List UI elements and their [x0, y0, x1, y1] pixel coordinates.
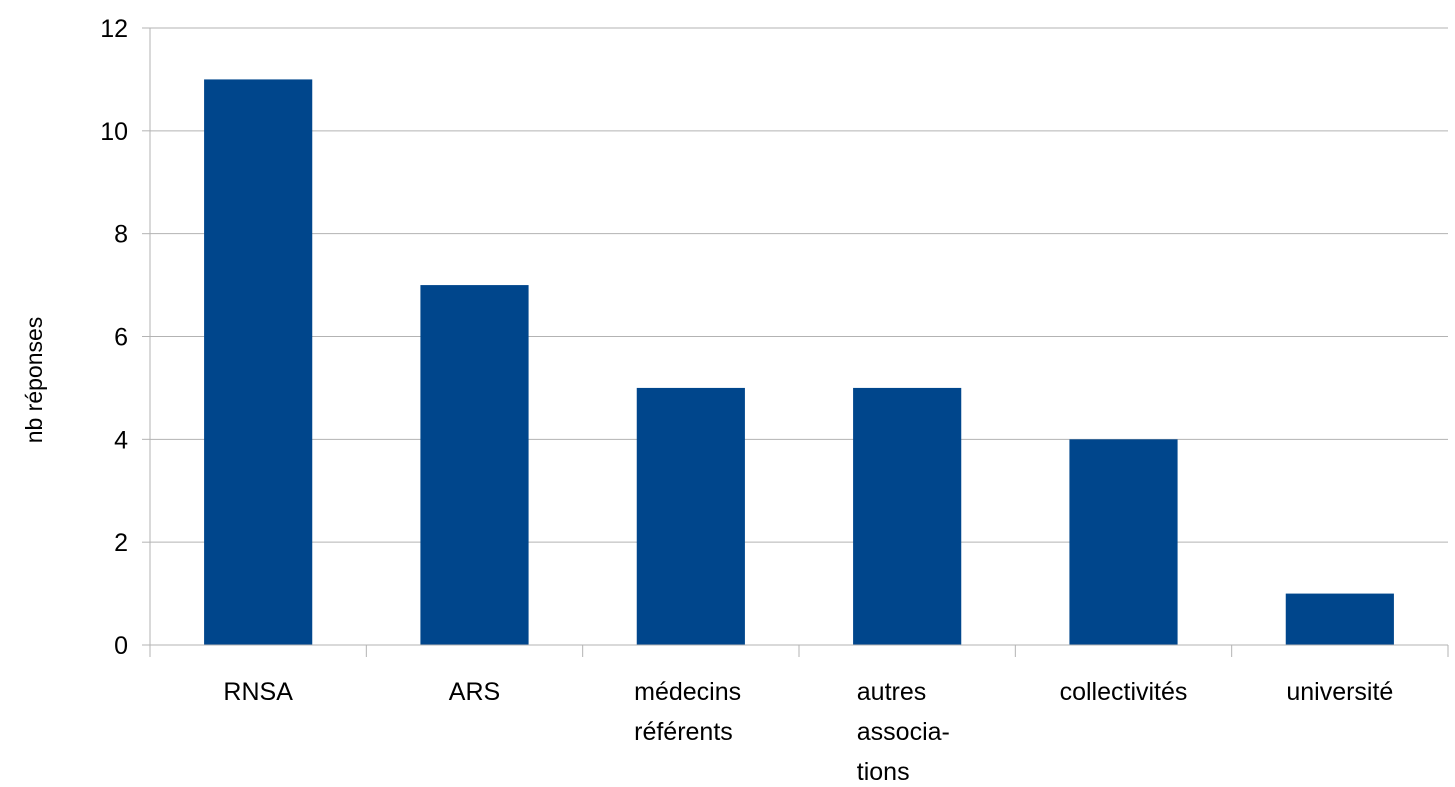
y-tick-label: 2	[114, 529, 128, 557]
x-category-label-line: tions	[857, 758, 910, 786]
x-category-label-line: RNSA	[223, 678, 293, 706]
bars	[204, 79, 1394, 645]
x-category-label-line: ARS	[449, 678, 500, 706]
x-category-label-line: université	[1286, 678, 1393, 706]
x-category-label: RNSA	[223, 678, 293, 706]
bar	[204, 79, 313, 645]
x-category-label: université	[1286, 678, 1393, 706]
x-category-label: ARS	[449, 678, 500, 706]
x-category-label: collectivités	[1060, 678, 1188, 706]
y-tick-label: 12	[100, 15, 128, 43]
x-category-label-line: autres	[857, 678, 926, 706]
x-category-label-line: associa-	[857, 718, 950, 746]
x-category-label: autres associa-tions	[857, 678, 950, 786]
y-axis-label: nb réponses	[21, 317, 47, 444]
x-category-labels: RNSA ARS médecins référents autres associa-ti…	[223, 678, 1393, 786]
axes	[142, 27, 1449, 657]
gridlines	[150, 27, 1448, 543]
y-tick-label: 4	[114, 426, 128, 454]
y-tick-label: 8	[114, 221, 128, 249]
x-category-label-line: médecins	[634, 678, 741, 706]
y-tick-label: 10	[100, 118, 128, 146]
y-tick-label: 6	[114, 324, 128, 352]
y-tick-label: 0	[114, 632, 128, 660]
bar	[1285, 593, 1394, 645]
bar	[420, 285, 529, 645]
bar	[853, 387, 962, 645]
x-category-label: médecins référents	[634, 678, 741, 746]
x-category-label-line: référents	[634, 718, 733, 746]
bar	[636, 387, 745, 645]
y-tick-labels: 0 2 4 6 8 10 12	[100, 15, 128, 660]
x-category-label-line: collectivités	[1060, 678, 1188, 706]
bar	[1069, 439, 1178, 645]
